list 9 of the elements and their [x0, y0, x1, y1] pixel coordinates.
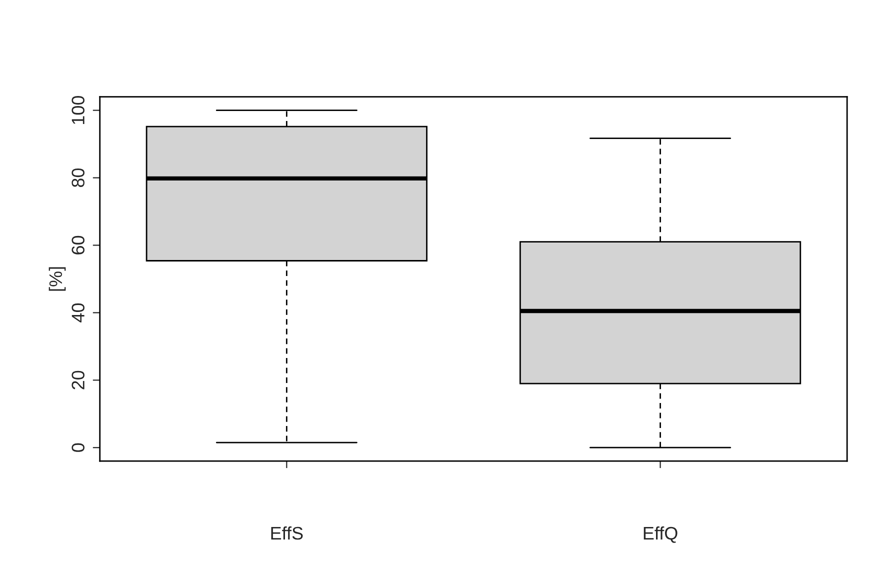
- y-tick-label: 80: [72, 168, 84, 188]
- y-tick-label: 40: [72, 303, 84, 322]
- y-axis-title: [%]: [48, 267, 66, 291]
- y-tick-label: 20: [72, 370, 84, 390]
- y-tick-label: 60: [72, 236, 84, 254]
- x-tick-label: EffS: [271, 526, 303, 540]
- y-tick-label: 100: [72, 96, 84, 124]
- y-tick-label: 0: [72, 443, 84, 452]
- x-tick-label: EffQ: [644, 526, 678, 543]
